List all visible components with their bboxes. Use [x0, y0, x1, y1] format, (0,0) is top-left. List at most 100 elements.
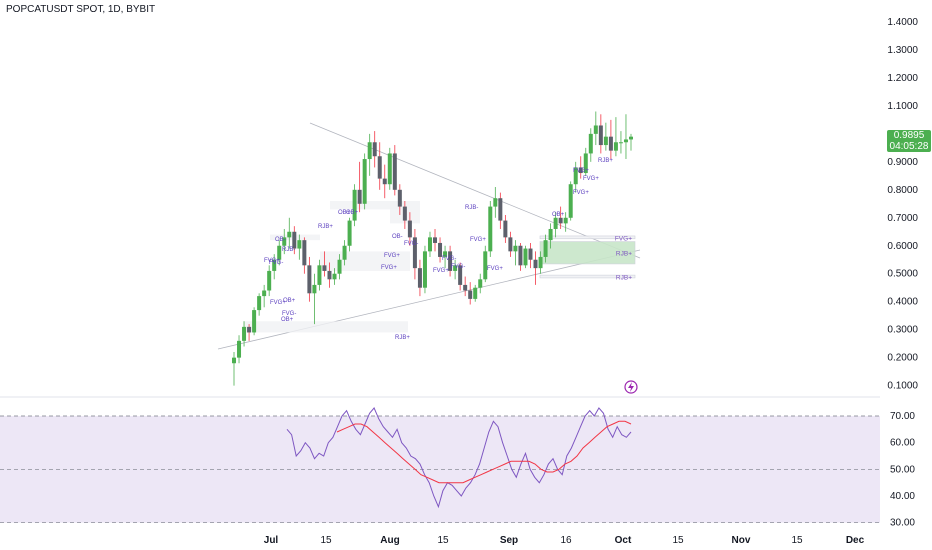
candle-body — [448, 251, 453, 271]
candle-body — [377, 156, 382, 179]
zone-box — [539, 235, 636, 240]
candle-body — [287, 231, 292, 238]
candle-body — [282, 237, 287, 246]
candle-body — [372, 142, 377, 157]
candle-body — [387, 153, 392, 185]
time-axis-label: Jul — [264, 535, 279, 546]
indicator-label: RJB+ — [395, 335, 410, 341]
price-axis-label: 1.1000 — [887, 101, 918, 112]
candle-body — [558, 217, 563, 224]
candle-body — [412, 237, 417, 269]
bar-countdown: 04:05:28 — [889, 141, 929, 152]
last-price-tag: 0.9895 04:05:28 — [887, 130, 931, 152]
candle-body — [543, 240, 548, 257]
indicator-label: FVG+ — [573, 190, 589, 196]
candle-body — [588, 133, 593, 154]
candle-body — [367, 142, 372, 160]
chart-title: POPCATUSDT SPOT, 1D, BYBIT — [6, 4, 156, 15]
resistance-trendline — [309, 122, 641, 259]
zone-box — [320, 251, 410, 271]
candle-body — [608, 136, 613, 151]
indicator-label: FVG+ — [384, 253, 400, 259]
indicator-label: OB+ — [283, 298, 296, 304]
candle-body — [382, 178, 387, 185]
candle-body — [242, 326, 247, 341]
candle-body — [302, 240, 307, 266]
indicator-label: OB- — [275, 237, 286, 243]
candle-body — [533, 259, 538, 269]
indicator-label: FVG- — [282, 311, 296, 317]
candle-body — [422, 251, 427, 288]
zone-box — [243, 321, 408, 333]
candle-body — [237, 340, 242, 358]
price-axis-label: 0.3000 — [887, 325, 918, 336]
time-axis-label: 16 — [560, 535, 572, 546]
candle-body — [402, 206, 407, 221]
price-axis-label: 1.2000 — [887, 73, 918, 84]
indicator-label: RJB+ — [598, 158, 613, 164]
price-axis-label: 0.9000 — [887, 157, 918, 168]
candle-body — [563, 217, 568, 224]
price-axis-label: 0.1000 — [887, 381, 918, 392]
indicator-label: FVG+ — [470, 237, 486, 243]
candle-body — [392, 153, 397, 190]
candle-body — [458, 265, 463, 285]
indicator-label: FVG+ — [264, 258, 280, 264]
rsi-axis-label: 70.00 — [890, 411, 915, 422]
candle-body — [327, 270, 332, 280]
candle-body — [463, 284, 468, 291]
indicator-label: FVG- — [451, 264, 465, 270]
candle-body — [347, 220, 352, 246]
indicator-label: FVG- — [442, 256, 456, 262]
candle-body — [473, 287, 478, 299]
indicator-label: RJB+ — [318, 224, 333, 230]
candle-body — [573, 167, 578, 185]
rsi-axis-label: 40.00 — [890, 491, 915, 502]
candle-body — [603, 136, 608, 146]
candle-body — [317, 265, 322, 285]
candle-body — [568, 184, 573, 218]
time-axis-label: Aug — [380, 535, 399, 546]
candle-body — [407, 220, 412, 238]
rsi-axis-label: 50.00 — [890, 464, 915, 475]
candle-body — [493, 198, 498, 207]
price-axis-label: 0.7000 — [887, 213, 918, 224]
time-axis-label: 15 — [437, 535, 449, 546]
candle-body — [332, 273, 337, 280]
zone-label: RJB+ — [616, 275, 632, 282]
candle-body — [618, 142, 623, 144]
indicator-label: FVG- — [269, 260, 283, 266]
candle-body — [483, 251, 488, 280]
candle-body — [593, 125, 598, 134]
candle-body — [623, 139, 628, 143]
indicator-label: FVG+ — [573, 168, 589, 174]
zone-box — [539, 274, 636, 279]
candle-body — [583, 153, 588, 174]
candle-body — [312, 284, 317, 294]
zone-box — [330, 201, 410, 210]
candle-body — [362, 159, 367, 204]
price-axis-label: 0.2000 — [887, 353, 918, 364]
zone-label: RJB+ — [616, 251, 632, 258]
candle-body — [232, 357, 236, 364]
candle-body — [397, 189, 402, 207]
time-axis-label: 15 — [320, 535, 332, 546]
candle-body — [257, 296, 262, 311]
candle-body — [438, 242, 443, 257]
candle-body — [352, 189, 357, 221]
zone-label: FVG+ — [615, 235, 632, 242]
candle-body — [417, 268, 422, 288]
candle-body — [337, 259, 342, 274]
indicator-label: FVG+ — [433, 268, 449, 274]
price-axis-label: 0.4000 — [887, 297, 918, 308]
rsi-ma-line — [336, 420, 632, 484]
candle-body — [433, 237, 438, 243]
indicator-label: OB+ — [346, 210, 359, 216]
rsi-band — [0, 416, 880, 523]
candle-body — [503, 220, 508, 238]
time-axis-label: Dec — [846, 535, 865, 546]
indicator-label: FVG+ — [270, 300, 286, 306]
candle-body — [613, 142, 618, 151]
candle-body — [322, 265, 327, 271]
